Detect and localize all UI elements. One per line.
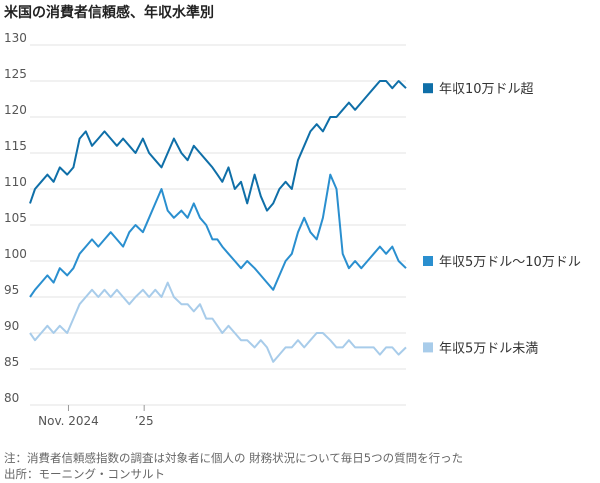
x-tick-label: ’25	[135, 414, 154, 428]
y-tick-label: 105	[4, 211, 27, 225]
series-line-1	[29, 80, 407, 212]
y-tick-label: 100	[4, 247, 27, 261]
series-line-2	[29, 173, 407, 298]
y-tick-label: 115	[4, 139, 27, 153]
legend-label: 年収5万ドル〜10万ドル	[439, 255, 581, 270]
y-tick-label: 120	[4, 103, 27, 117]
source-text: 出所：モーニング・コンサルト	[4, 467, 165, 481]
note-text: 注：消費者信頼感指数の調査は対象者に個人の 財務状況について毎日5つの質問を行っ…	[4, 451, 464, 465]
legend-label: 年収5万ドル未満	[439, 341, 538, 356]
chart-title: 米国の消費者信頼感、年収水準別	[4, 5, 214, 21]
y-tick-label: 110	[4, 175, 27, 189]
x-tick-label: Nov. 2024	[38, 414, 99, 428]
legend-label: 年収10万ドル超	[439, 82, 534, 97]
legend-swatch	[423, 342, 433, 353]
y-tick-label: 85	[4, 355, 19, 369]
grid-lines	[30, 44, 406, 406]
y-axis-ticks: 80 85 90 95 100 105 110 115 120 125 130	[4, 31, 27, 405]
legend-swatch	[423, 256, 433, 266]
y-tick-label: 130	[4, 31, 27, 45]
y-tick-label: 80	[4, 391, 19, 405]
footnotes: 注：消費者信頼感指数の調査は対象者に個人の 財務状況について毎日5つの質問を行っ…	[4, 450, 463, 482]
y-tick-label: 125	[4, 67, 27, 81]
y-tick-label: 90	[4, 319, 19, 333]
series-line-3	[29, 281, 407, 363]
y-tick-label: 95	[4, 283, 19, 297]
x-axis-ticks: Nov. 2024 ’25	[38, 405, 154, 428]
series-lines	[29, 80, 407, 363]
legend-swatch	[423, 83, 433, 94]
